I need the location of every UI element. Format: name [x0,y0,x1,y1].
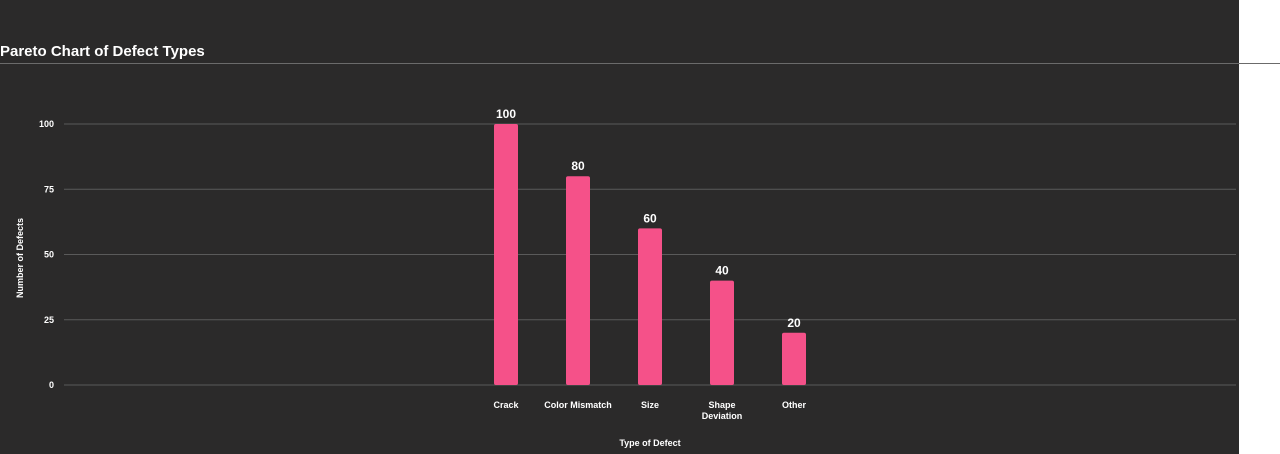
data-labels: 100 80 60 40 20 [496,107,801,330]
y-axis-ticks: 0 25 50 75 100 [39,119,54,390]
bars [494,124,806,385]
bar [782,332,806,385]
y-tick-label: 0 [49,380,54,390]
bar [710,280,734,385]
bar-value-label: 100 [496,107,516,121]
x-tick-label: Shape Deviation [702,400,743,421]
title-divider [0,63,1280,64]
y-tick-label: 75 [44,184,54,194]
x-tick-label: Crack [493,400,519,410]
x-axis-ticks: Crack Color Mismatch Size Shape Deviation Oth… [493,400,806,421]
bar [566,176,590,385]
y-tick-label: 100 [39,119,54,129]
bar-chart: 100 80 60 40 20 0 25 50 75 100 Crack Color Mismat… [15,107,1236,448]
bar-value-label: 40 [715,264,729,278]
y-tick-label: 25 [44,315,54,325]
bar-value-label: 60 [643,211,657,225]
x-tick-label: Size [641,400,659,410]
y-axis-label: Number of Defects [15,218,25,298]
bar [638,228,662,385]
y-tick-label: 50 [44,250,54,260]
chart-panel: Pareto Chart of Defect Types 100 80 60 40 20… [0,0,1239,454]
x-axis-label: Type of Defect [619,438,680,448]
chart-title: Pareto Chart of Defect Types [0,43,205,60]
bar-value-label: 20 [787,316,801,330]
x-tick-label: Other [782,400,807,410]
bar [494,124,518,385]
x-tick-label: Color Mismatch [544,400,612,410]
bar-value-label: 80 [571,159,585,173]
